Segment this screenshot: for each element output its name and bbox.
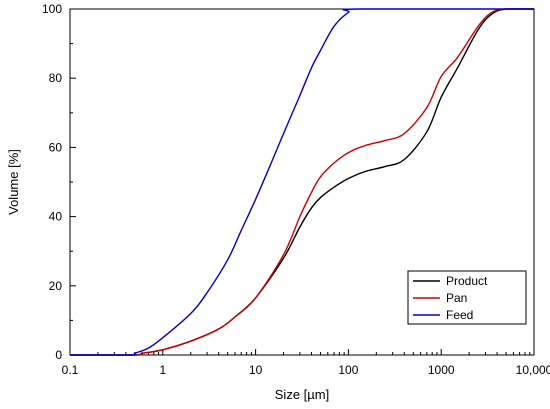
x-tick-label: 100 [338,363,358,377]
x-axis-ticks: 0.1 1 10 100 1000 10,000 [62,349,550,377]
y-tick-label: 60 [49,140,63,154]
y-tick-label: 40 [49,210,63,224]
x-tick-label: 1 [159,363,166,377]
x-tick-label: 10 [249,363,263,377]
y-tick-label: 0 [55,348,62,362]
y-tick-label: 80 [49,71,63,85]
x-tick-label: 1000 [428,363,455,377]
x-tick-label: 0.1 [62,363,79,377]
series-line-pan [70,8,534,356]
legend: Product Pan Feed [407,270,527,325]
legend-label-product: Product [446,274,488,288]
y-tick-label: 100 [42,2,62,16]
y-axis-title: Volume [%] [6,149,21,215]
x-axis-title: Size [µm] [275,387,329,402]
x-tick-label: 10,000 [516,363,550,377]
y-tick-label: 20 [49,279,63,293]
legend-label-feed: Feed [446,308,473,322]
series-line-feed [70,8,534,356]
y-axis-ticks: 0 20 40 60 80 100 [42,2,76,362]
legend-label-pan: Pan [446,291,467,305]
series-layer [70,8,534,356]
